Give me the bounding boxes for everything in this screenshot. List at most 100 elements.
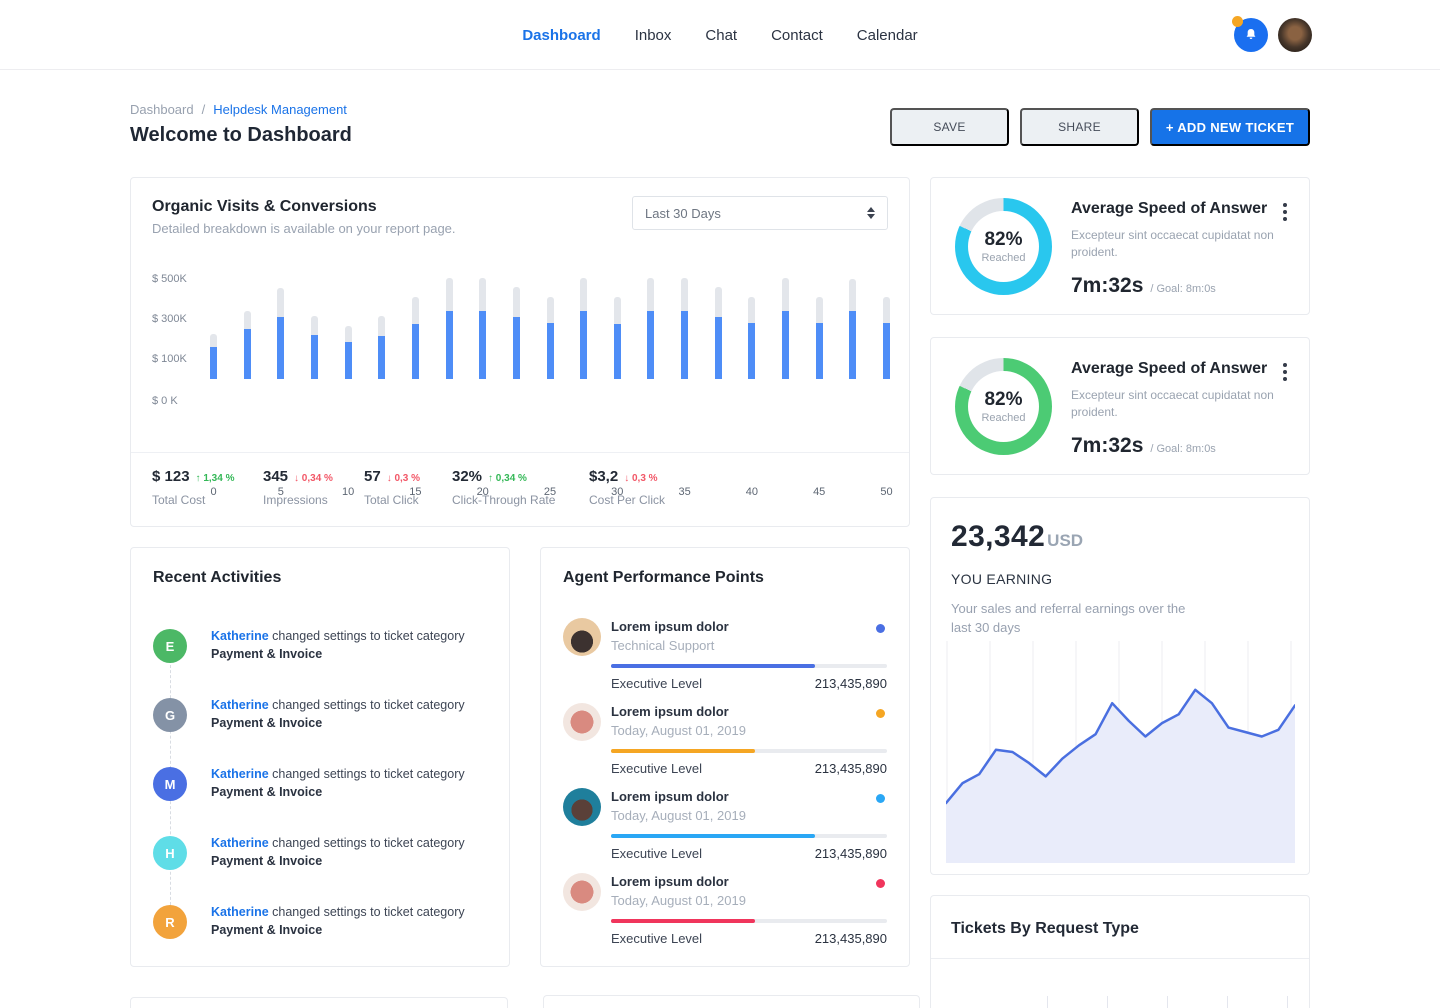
share-button[interactable]: SHARE	[1020, 108, 1139, 146]
activity-category: Payment & Invoice	[211, 785, 323, 799]
agent-performance-card: Agent Performance Points Lorem ipsum dol…	[540, 547, 910, 967]
agent-performance-title: Agent Performance Points	[563, 569, 764, 586]
kebab-menu-icon[interactable]	[1281, 358, 1289, 386]
recent-activities-card: Recent Activities E Katherine changed se…	[130, 547, 510, 967]
organic-bars	[210, 271, 891, 379]
breadcrumb-separator: /	[201, 102, 206, 117]
activity-text: changed settings to ticket category	[272, 698, 465, 712]
stat-value: $ 123	[152, 468, 190, 485]
speed-time-value: 7m:32s	[1071, 274, 1144, 297]
nav-item-calendar[interactable]: Calendar	[856, 26, 918, 44]
agent-progress-fill	[611, 749, 755, 753]
grid-tick	[1227, 996, 1228, 1008]
agent-level: Executive Level	[611, 676, 703, 691]
agent-status-dot	[876, 879, 885, 888]
donut-percentage: 82%	[984, 229, 1023, 250]
select-arrows-icon	[867, 207, 875, 219]
agent-subtitle: Today, August 01, 2019	[611, 808, 746, 823]
save-button[interactable]: SAVE	[890, 108, 1009, 146]
agent-name: Lorem ipsum dolor	[611, 789, 729, 804]
agent-subtitle: Technical Support	[611, 638, 715, 653]
activity-item: H Katherine changed settings to ticket c…	[153, 836, 489, 876]
stat-value: $3,2	[589, 468, 619, 485]
add-new-ticket-button[interactable]: + ADD NEW TICKET	[1150, 108, 1310, 146]
stat-change: ↑ 0,34 %	[488, 473, 527, 484]
breadcrumb-current[interactable]: Helpdesk Management	[213, 102, 347, 117]
card-divider	[131, 452, 909, 453]
earnings-description: Your sales and referral earnings over th…	[951, 601, 1186, 635]
agent-points: 213,435,890	[814, 676, 887, 691]
agent-level: Executive Level	[611, 761, 703, 776]
activity-category: Payment & Invoice	[211, 854, 323, 868]
page-title: Welcome to Dashboard	[130, 124, 352, 146]
notifications-bell-icon[interactable]	[1232, 16, 1268, 52]
activity-category: Payment & Invoice	[211, 923, 323, 937]
breadcrumb-parent[interactable]: Dashboard	[130, 102, 194, 117]
activity-actor[interactable]: Katherine	[211, 629, 269, 643]
grid-tick	[1047, 996, 1048, 1008]
y-tick: $ 500K	[152, 273, 187, 285]
agent-row: Lorem ipsum dolor Technical Support Exec…	[563, 618, 887, 698]
stat-label: Click-Through Rate	[452, 493, 556, 507]
stat-label: Total Cost	[152, 493, 206, 507]
activity-avatar: R	[153, 905, 187, 939]
agent-row: Lorem ipsum dolor Today, August 01, 2019…	[563, 873, 887, 953]
earnings-currency: USD	[1047, 531, 1084, 550]
organic-card-title: Organic Visits & Conversions	[152, 198, 377, 215]
earnings-amount: 23,342	[951, 520, 1046, 553]
date-range-select[interactable]: Last 30 Days	[632, 196, 888, 230]
earnings-area-chart	[946, 641, 1295, 863]
main-nav: Dashboard Inbox Chat Contact Calendar	[522, 0, 917, 70]
stat-change: ↑ 1,34 %	[195, 473, 235, 484]
recent-activities-title: Recent Activities	[153, 569, 282, 586]
agent-status-dot	[876, 709, 885, 718]
agent-row: Lorem ipsum dolor Today, August 01, 2019…	[563, 788, 887, 868]
agent-level: Executive Level	[611, 931, 703, 946]
y-tick: $ 300K	[152, 313, 187, 325]
stat-total-click: 57 ↓ 0,3 % Total Click	[364, 468, 420, 507]
bell-glyph	[1246, 29, 1256, 39]
agent-subtitle: Today, August 01, 2019	[611, 893, 746, 908]
agent-row: Lorem ipsum dolor Today, August 01, 2019…	[563, 703, 887, 783]
agent-points: 213,435,890	[814, 761, 887, 776]
speed-time-value: 7m:32s	[1071, 434, 1144, 457]
agent-name: Lorem ipsum dolor	[611, 874, 729, 889]
agent-name: Lorem ipsum dolor	[611, 704, 729, 719]
activity-actor[interactable]: Katherine	[211, 836, 269, 850]
agent-progress-track	[611, 749, 887, 753]
stat-change: ↓ 0,34 %	[294, 473, 333, 484]
nav-item-inbox[interactable]: Inbox	[634, 26, 672, 44]
agent-status-dot	[876, 794, 885, 803]
nav-item-contact[interactable]: Contact	[771, 26, 823, 44]
kebab-menu-icon[interactable]	[1281, 198, 1289, 226]
activity-text: changed settings to ticket category	[272, 629, 465, 643]
activity-actor[interactable]: Katherine	[211, 905, 269, 919]
speed-goal: / Goal: 8m:0s	[1150, 283, 1216, 295]
agent-progress-fill	[611, 664, 816, 668]
tickets-by-request-type-card: Tickets By Request Type	[930, 895, 1310, 1008]
speed-card-title: Average Speed of Answer	[1071, 200, 1268, 217]
stat-change: ↓ 0,3 %	[386, 473, 421, 484]
speed-goal: / Goal: 8m:0s	[1150, 443, 1216, 455]
grid-tick	[1287, 996, 1288, 1008]
activity-actor[interactable]: Katherine	[211, 767, 269, 781]
nav-item-dashboard[interactable]: Dashboard	[522, 26, 601, 44]
speed-card-title: Average Speed of Answer	[1071, 360, 1268, 377]
donut-caption: Reached	[981, 412, 1026, 424]
user-avatar[interactable]	[1278, 18, 1312, 52]
activity-avatar: H	[153, 836, 187, 870]
agent-progress-fill	[611, 919, 755, 923]
card-divider	[931, 958, 1309, 959]
speed-donut: 82% Reached	[955, 358, 1052, 455]
activity-actor[interactable]: Katherine	[211, 698, 269, 712]
stat-impressions: 345 ↓ 0,34 % Impressions	[263, 468, 333, 507]
stat-value: 345	[263, 468, 289, 485]
activity-avatar: M	[153, 767, 187, 801]
nav-item-chat[interactable]: Chat	[705, 26, 738, 44]
stat-ctr: 32% ↑ 0,34 % Click-Through Rate	[452, 468, 555, 507]
agent-subtitle: Today, August 01, 2019	[611, 723, 746, 738]
earnings-card: 23,342 USD YOU EARNING Your sales and re…	[930, 497, 1310, 875]
stat-label: Total Click	[364, 493, 419, 507]
y-tick: $ 0 K	[152, 395, 178, 407]
grid-tick	[1167, 996, 1168, 1008]
